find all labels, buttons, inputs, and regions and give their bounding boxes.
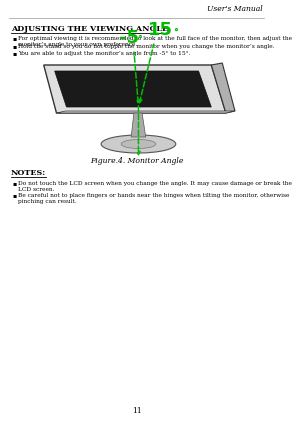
Polygon shape	[131, 113, 146, 137]
Text: You are able to adjust the monitor’s angle from -5° to 15°.: You are able to adjust the monitor’s ang…	[18, 51, 191, 56]
Text: ▪: ▪	[13, 51, 17, 56]
Text: ▪: ▪	[13, 44, 17, 49]
Text: User's Manual: User's Manual	[207, 5, 262, 13]
Text: °: °	[173, 27, 178, 37]
Text: ▪: ▪	[13, 193, 17, 198]
Text: Figure.4. Monitor Angle: Figure.4. Monitor Angle	[90, 157, 183, 165]
Text: 15: 15	[147, 21, 172, 40]
Polygon shape	[56, 111, 235, 113]
Text: ▪: ▪	[13, 36, 17, 41]
Text: NOTES:: NOTES:	[11, 169, 46, 177]
Ellipse shape	[101, 135, 176, 153]
Text: ADJUSTING THE VIEWING ANGLE: ADJUSTING THE VIEWING ANGLE	[11, 25, 168, 33]
Text: Be careful not to place fingers or hands near the hinges when tilting the monito: Be careful not to place fingers or hands…	[18, 193, 290, 204]
Ellipse shape	[121, 139, 156, 148]
Text: Do not touch the LCD screen when you change the angle. It may cause damage or br: Do not touch the LCD screen when you cha…	[18, 181, 292, 192]
Text: ▪: ▪	[13, 181, 17, 186]
Text: Hold the stand so you do not topple the monitor when you change the monitor’s an: Hold the stand so you do not topple the …	[18, 44, 275, 49]
Polygon shape	[55, 71, 211, 107]
Text: -5: -5	[119, 29, 139, 47]
Text: °: °	[137, 35, 142, 45]
Polygon shape	[211, 63, 235, 113]
Text: For optimal viewing it is recommended to look at the full face of the monitor, t: For optimal viewing it is recommended to…	[18, 36, 292, 47]
Polygon shape	[44, 65, 226, 113]
Text: 11: 11	[132, 407, 142, 415]
